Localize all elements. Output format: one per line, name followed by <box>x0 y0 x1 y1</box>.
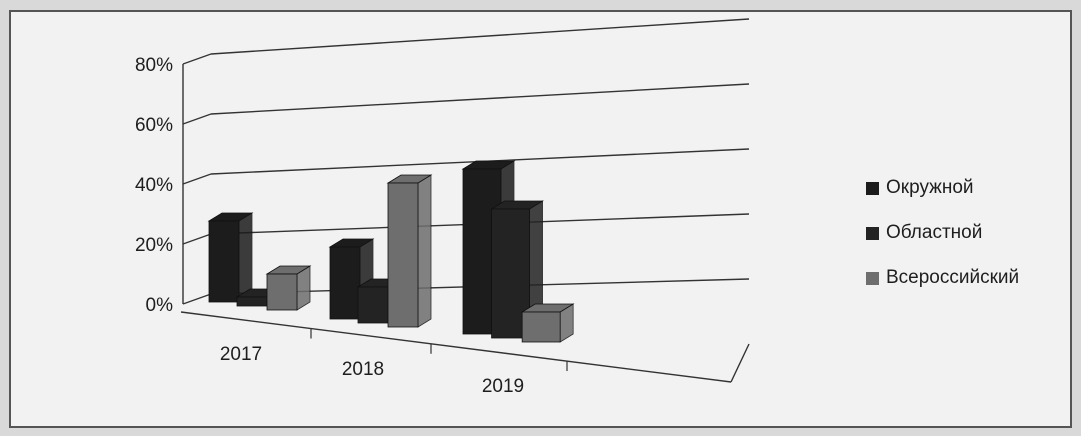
chart-plot: 0% 20% 40% 60% 80% 2017 2018 2019 <box>135 18 750 397</box>
axis-tick-connector <box>182 53 212 65</box>
y-tick-label: 80% <box>135 55 173 76</box>
bar-front <box>387 182 419 328</box>
x-axis-ticks: 2017 2018 2019 <box>220 344 524 397</box>
y-tick-label: 40% <box>135 175 173 196</box>
legend-swatch <box>866 226 879 240</box>
y-axis-ticks: 0% 20% 40% 60% 80% <box>135 55 173 316</box>
bar-2017-2 <box>265 265 312 311</box>
bar-front <box>266 273 298 311</box>
axis-tick-connector <box>182 113 212 125</box>
axis-tick-connector <box>182 293 212 305</box>
gridline <box>210 18 750 55</box>
axis-tick-connector <box>182 173 212 185</box>
x-tick-label: 2017 <box>220 344 262 365</box>
legend-label: Всероссийский <box>886 267 1020 288</box>
axis-tick-connector <box>182 233 212 245</box>
bar-side <box>417 174 432 328</box>
floor-front-edge <box>180 311 732 383</box>
floor-right-edge <box>730 343 750 383</box>
bar-front <box>329 246 361 320</box>
y-tick-label: 0% <box>146 295 174 316</box>
y-tick-label: 60% <box>135 115 173 136</box>
bar-2018-0 <box>328 238 375 320</box>
bar-2018-2 <box>386 174 433 328</box>
x-tick-label: 2018 <box>342 359 384 380</box>
bar-2019-2 <box>520 303 575 343</box>
legend-label: Областной <box>886 222 983 243</box>
bar-front <box>208 220 240 303</box>
y-tick-label: 20% <box>135 235 173 256</box>
x-tick-label: 2019 <box>482 376 524 397</box>
legend-item-vserossiyskiy: Всероссийский <box>866 260 1019 296</box>
legend-swatch <box>866 181 879 195</box>
chart-frame: 0% 20% 40% 60% 80% 2017 2018 2019 Окружной Обл… <box>9 10 1072 428</box>
legend: Окружной Областной Всероссийский <box>866 170 1019 305</box>
bars <box>207 160 575 343</box>
bar-2017-0 <box>207 212 254 303</box>
bar-front <box>357 286 389 324</box>
bar-front <box>236 296 268 307</box>
legend-item-okruzhnoy: Окружной <box>866 170 1019 206</box>
legend-swatch <box>866 271 879 285</box>
legend-item-oblastnoy: Областной <box>866 215 1019 251</box>
bar-front <box>521 311 561 343</box>
gridline <box>210 83 750 115</box>
legend-label: Окружной <box>886 177 974 198</box>
